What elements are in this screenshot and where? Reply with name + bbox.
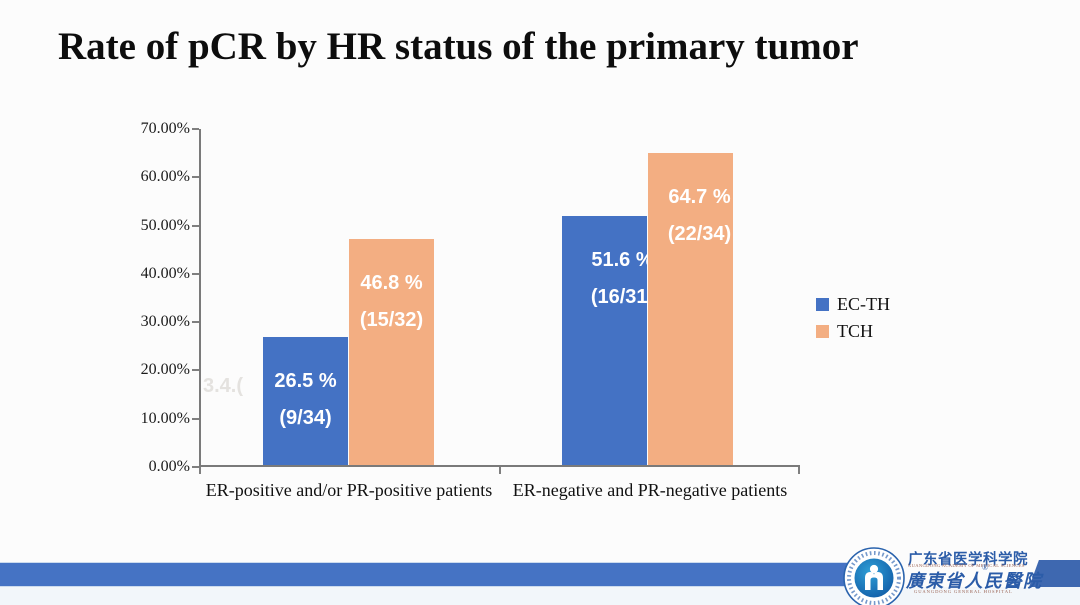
registered-mark: ®	[982, 563, 989, 572]
bar-count-label: (16/31)	[590, 286, 655, 308]
y-tick-mark	[192, 273, 199, 275]
slide-title: Rate of pCR by HR status of the primary …	[58, 25, 859, 68]
x-tick-mark	[199, 467, 201, 474]
y-tick-label: 10.00%	[140, 410, 190, 427]
legend-item-ecth: EC-TH	[816, 291, 890, 318]
y-tick-mark	[192, 321, 199, 323]
y-tick-mark	[192, 466, 199, 468]
bar-tch-hr-positive: 46.8 % (15/32)	[349, 239, 434, 465]
x-axis: ER-positive and/or PR-positive patients …	[199, 480, 800, 504]
y-tick-mark	[192, 128, 199, 130]
bar-count-label: (15/32)	[359, 309, 424, 331]
bar-value-label: 51.6 %	[591, 249, 654, 271]
legend-item-tch: TCH	[816, 318, 890, 345]
y-tick-label: 60.00%	[140, 168, 190, 185]
y-tick-label: 30.00%	[140, 313, 190, 330]
bar-tch-hr-negative: 64.7 % (22/34)	[648, 153, 733, 465]
chart-legend: EC-TH TCH	[816, 291, 890, 345]
category-label-hr-positive: ER-positive and/or PR-positive patients	[205, 480, 493, 500]
y-tick-mark	[192, 369, 199, 371]
bar-value-label: 46.8 %	[360, 272, 423, 294]
hospital-name-en: GUANGDONG GENERAL HOSPITAL	[914, 589, 1013, 594]
y-tick-label: 0.00%	[148, 458, 190, 475]
legend-label: TCH	[837, 321, 873, 341]
y-tick-label: 50.00%	[140, 217, 190, 234]
legend-label: EC-TH	[837, 294, 890, 314]
bar-ecth-hr-positive: 26.5 % (9/34)	[263, 337, 348, 465]
y-tick-mark	[192, 418, 199, 420]
legend-swatch-orange	[816, 325, 829, 338]
footer-band	[0, 562, 852, 587]
ghost-label: 3.4.(	[203, 375, 244, 397]
x-tick-mark	[798, 467, 800, 474]
bar-label: 26.5 % (9/34)	[249, 363, 362, 437]
y-tick-label: 20.00%	[140, 361, 190, 378]
y-tick-label: 70.00%	[140, 120, 190, 137]
org-name-en: GUANGDONG ACADEMY OF MEDICAL SCIENCES	[908, 563, 1025, 568]
x-tick-mark	[499, 467, 501, 474]
legend-swatch-blue	[816, 298, 829, 311]
hospital-name-cn: 廣東省人民醫院	[906, 571, 1043, 591]
hospital-logo-text: 广东省医学科学院 GUANGDONG ACADEMY OF MEDICAL SC…	[906, 548, 1041, 600]
bar-label: 64.7 % (22/34)	[643, 179, 756, 253]
bar-count-label: (22/34)	[667, 223, 732, 245]
bar-value-label: 26.5 %	[274, 370, 337, 392]
bar-ecth-hr-negative: 51.6 % (16/31)	[562, 216, 654, 465]
bar-label: 51.6 % (16/31)	[566, 242, 679, 316]
bar-count-label: (9/34)	[279, 407, 332, 429]
y-tick-mark	[192, 225, 199, 227]
footer-bottom-strip	[0, 587, 1080, 605]
y-axis: 0.00% 10.00% 20.00% 30.00% 40.00% 50.00%…	[118, 120, 199, 475]
y-tick-mark	[192, 176, 199, 178]
category-label-hr-negative: ER-negative and PR-negative patients	[512, 480, 788, 500]
bar-value-label: 64.7 %	[668, 186, 731, 208]
org-name-cn: 广东省医学科学院	[908, 552, 1028, 568]
y-tick-label: 40.00%	[140, 265, 190, 282]
plot-area: 3.4.( 26.5 % (9/34) 46.8 % (15/32) 51.6 …	[199, 129, 800, 474]
hospital-emblem-icon	[843, 547, 905, 605]
bar-label: 46.8 % (15/32)	[335, 265, 448, 339]
